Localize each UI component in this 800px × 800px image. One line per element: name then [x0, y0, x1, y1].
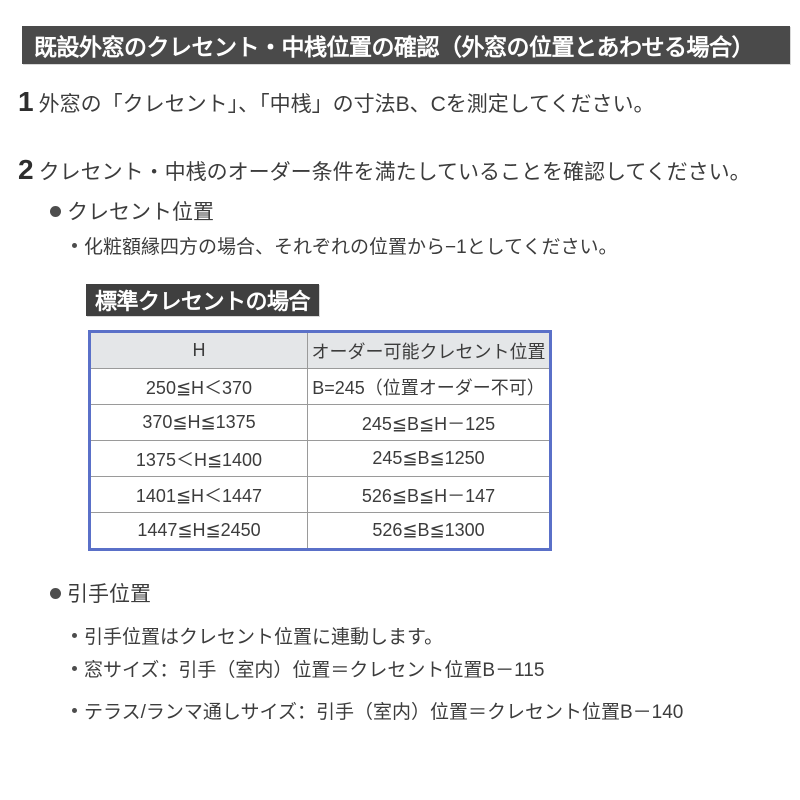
note-hikite-3-text: テラス/ランマ通しサイズ：引手（室内）位置＝クレセント位置B－140 — [84, 702, 684, 723]
table-row: 1375＜H≦1400 245≦B≦1250 — [91, 440, 549, 477]
section-heading-hikite-label: 引手位置 — [67, 583, 151, 606]
table-cell-h-range: 1375＜H≦1400 — [91, 440, 308, 477]
section-heading-crescent-position: クレセント位置 — [50, 196, 214, 226]
table-row: 250≦H＜370 B=245（位置オーダー不可） — [91, 368, 549, 405]
step-number-2: 2 — [18, 154, 34, 185]
note-crescent-1-text: 化粧額縁四方の場合、それぞれの位置から−1としてください。 — [84, 237, 618, 258]
note-crescent-1: 化粧額縁四方の場合、それぞれの位置から−1としてください。 — [72, 232, 618, 259]
table-cell-h-range: 370≦H≦1375 — [91, 404, 308, 441]
table-row: 1447≦H≦2450 526≦B≦1300 — [91, 512, 549, 548]
table-cell-position: B=245（位置オーダー不可） — [307, 368, 549, 405]
step-item-1: 1 外窓の「クレセント」、「中桟」の寸法B、Cを測定してください。 — [18, 88, 655, 118]
step-text-1: 外窓の「クレセント」、「中桟」の寸法B、Cを測定してください。 — [38, 93, 655, 116]
note-hikite-2: 窓サイズ：引手（室内）位置＝クレセント位置B－115 — [72, 655, 544, 682]
table-cell-position: 245≦B≦1250 — [307, 440, 549, 477]
crescent-spec-table-container: H オーダー可能クレセント位置 250≦H＜370 B=245（位置オーダー不可… — [88, 330, 552, 551]
table-cell-h-range: 1447≦H≦2450 — [91, 512, 308, 548]
filled-circle-bullet-icon — [50, 587, 61, 599]
crescent-spec-table: H オーダー可能クレセント位置 250≦H＜370 B=245（位置オーダー不可… — [91, 333, 549, 548]
table-cell-position: 526≦B≦1300 — [372, 520, 485, 540]
page-title-bar: 既設外窓のクレセント・中桟位置の確認（外窓の位置とあわせる場合） — [22, 26, 790, 64]
table-cell-position: 245≦B≦H－125 — [307, 404, 549, 441]
table-header-cell-orderable-position: オーダー可能クレセント位置 — [307, 333, 549, 369]
step-number-1: 1 — [18, 86, 34, 117]
table-caption-label: 標準クレセントの場合 — [95, 289, 311, 314]
step-item-2: 2 クレセント・中桟のオーダー条件を満たしていることを確認してください。 — [18, 156, 751, 186]
small-dot-bullet-icon — [72, 243, 77, 248]
small-dot-bullet-icon — [72, 708, 77, 713]
table-cell-h-range: 1401≦H＜1447 — [91, 476, 308, 513]
table-row: 1401≦H＜1447 526≦B≦H－147 — [91, 476, 549, 513]
table-cell-position: 526≦B≦H－147 — [307, 476, 549, 513]
note-hikite-3: テラス/ランマ通しサイズ：引手（室内）位置＝クレセント位置B－140 — [72, 697, 683, 724]
step-text-2: クレセント・中桟のオーダー条件を満たしていることを確認してください。 — [38, 161, 751, 184]
table-header-cell-h: H — [91, 333, 308, 369]
section-heading-hikite-position: 引手位置 — [50, 578, 151, 608]
note-hikite-1-text: 引手位置はクレセント位置に連動します。 — [84, 627, 444, 648]
filled-circle-bullet-icon — [50, 205, 61, 217]
table-caption-standard-crescent: 標準クレセントの場合 — [86, 284, 320, 316]
note-hikite-2-text: 窓サイズ：引手（室内）位置＝クレセント位置B－115 — [84, 660, 545, 681]
table-cell-h-range: 250≦H＜370 — [91, 368, 308, 405]
table-header-row: H オーダー可能クレセント位置 — [91, 333, 549, 369]
section-heading-crescent-label: クレセント位置 — [67, 201, 214, 224]
small-dot-bullet-icon — [72, 633, 77, 638]
note-hikite-1: 引手位置はクレセント位置に連動します。 — [72, 622, 443, 649]
page-title: 既設外窓のクレセント・中桟位置の確認（外窓の位置とあわせる場合） — [34, 34, 755, 60]
small-dot-bullet-icon — [72, 666, 77, 671]
table-row: 370≦H≦1375 245≦B≦H－125 — [91, 404, 549, 441]
